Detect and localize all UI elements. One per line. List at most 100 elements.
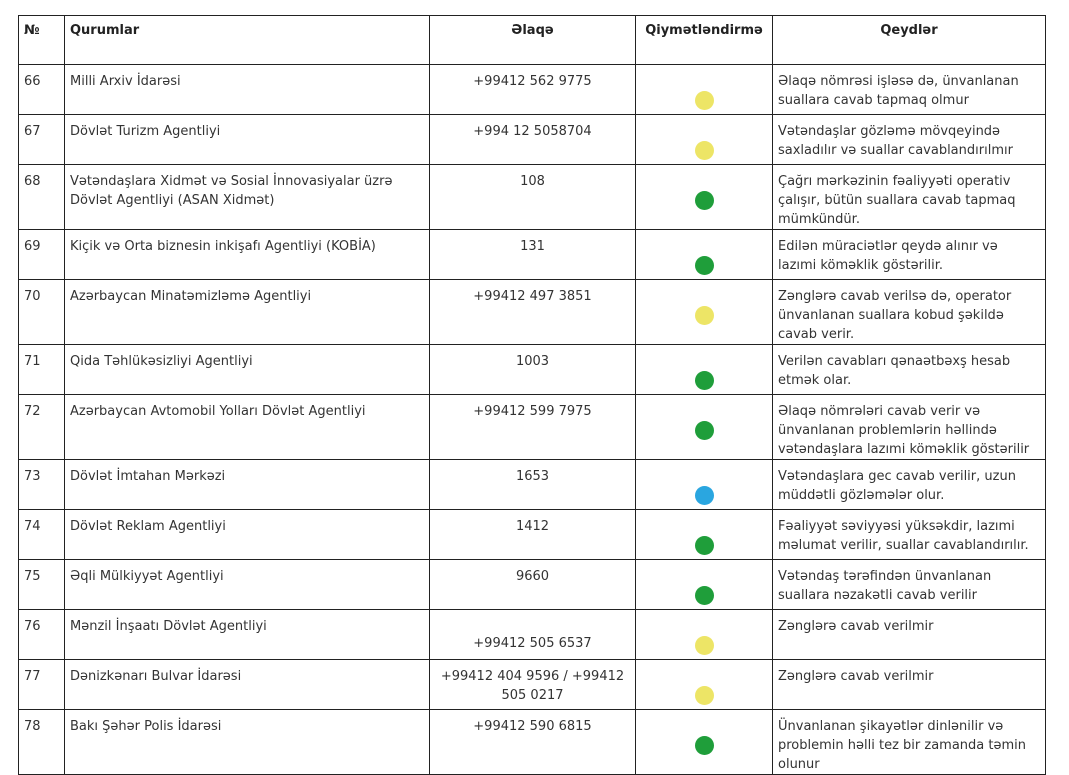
contact-number: +99412 497 3851	[473, 289, 592, 304]
rating-cell	[635, 164, 773, 230]
contact-number: 131	[520, 239, 545, 254]
table-row: 74 Dövlət Reklam Agentliyi 1412 Fəaliyyət s…	[18, 509, 1046, 560]
contact-cell: 1412	[429, 509, 636, 560]
row-number: 77	[18, 659, 65, 710]
note-text: Əlaqə nömrəsi işləsə də, ünvanlanan sual…	[772, 64, 1046, 115]
rating-cell	[635, 229, 773, 280]
organization-name: Mənzil İnşaatı Dövlət Agentliyi	[64, 609, 430, 660]
contact-number: +994 12 5058704	[473, 124, 592, 139]
row-number: 74	[18, 509, 65, 560]
note-text: Zənglərə cavab verilmir	[772, 659, 1046, 710]
rating-cell	[635, 279, 773, 345]
note-text: Əlaqə nömrələri cavab verir və ünvanlana…	[772, 394, 1046, 460]
rating-cell	[635, 609, 773, 660]
row-number: 68	[18, 164, 65, 230]
contact-number: +99412 404 9596 / +99412 505 0217	[440, 669, 625, 703]
row-number: 75	[18, 559, 65, 610]
rating-yellow-dot-icon	[695, 686, 714, 705]
contact-cell: +99412 497 3851	[429, 279, 636, 345]
table-row: 70 Azərbaycan Minatəmizləmə Agentliyi +994…	[18, 279, 1046, 345]
organization-name: Milli Arxiv İdarəsi	[64, 64, 430, 115]
row-number: 70	[18, 279, 65, 345]
contact-number: 1412	[515, 519, 550, 534]
header-org: Qurumlar	[64, 15, 430, 65]
contact-cell: 1653	[429, 459, 636, 510]
row-number: 71	[18, 344, 65, 395]
table-row: 72 Azərbaycan Avtomobil Yolları Dövlət Ag…	[18, 394, 1046, 460]
row-number: 72	[18, 394, 65, 460]
header-rating: Qiymətləndirmə	[635, 15, 773, 65]
contact-number: 9660	[515, 569, 550, 584]
note-text: Çağrı mərkəzinin fəaliyyəti operativ çal…	[772, 164, 1046, 230]
organization-name: Əqli Mülkiyyət Agentliyi	[64, 559, 430, 610]
contact-cell: +99412 599 7975	[429, 394, 636, 460]
note-text: Vətəndaş tərəfindən ünvanlanan suallara …	[772, 559, 1046, 610]
rating-cell	[635, 459, 773, 510]
contact-number: +99412 562 9775	[473, 74, 592, 89]
table-row: 69 Kiçik və Orta biznesin inkişafı Agentl…	[18, 229, 1046, 280]
organization-name: Vətəndaşlara Xidmət və Sosial İnnovasiya…	[64, 164, 430, 230]
contact-number: +99412 505 6537	[473, 636, 592, 651]
rating-cell	[635, 709, 773, 775]
organization-name: Dənizkənarı Bulvar İdarəsi	[64, 659, 430, 710]
rating-cell	[635, 64, 773, 115]
contact-number: 108	[520, 174, 545, 189]
header-contact: Əlaqə	[429, 15, 636, 65]
rating-green-dot-icon	[695, 256, 714, 275]
rating-green-dot-icon	[695, 371, 714, 390]
organization-name: Azərbaycan Avtomobil Yolları Dövlət Agen…	[64, 394, 430, 460]
contact-cell: 131	[429, 229, 636, 280]
contact-number: +99412 599 7975	[473, 404, 592, 419]
contact-cell: 1003	[429, 344, 636, 395]
contact-cell: +99412 562 9775	[429, 64, 636, 115]
organization-name: Bakı Şəhər Polis İdarəsi	[64, 709, 430, 775]
contact-number: 1003	[515, 354, 550, 369]
row-number: 69	[18, 229, 65, 280]
header-num: №	[18, 15, 65, 65]
contact-cell: 9660	[429, 559, 636, 610]
contact-cell: 108	[429, 164, 636, 230]
rating-green-dot-icon	[695, 421, 714, 440]
row-number: 66	[18, 64, 65, 115]
table-row: 78 Bakı Şəhər Polis İdarəsi +99412 590 681…	[18, 709, 1046, 775]
organization-name: Dövlət Turizm Agentliyi	[64, 114, 430, 165]
rating-yellow-dot-icon	[695, 636, 714, 655]
table-row: 77 Dənizkənarı Bulvar İdarəsi +99412 404 9…	[18, 659, 1046, 710]
organization-name: Kiçik və Orta biznesin inkişafı Agentliy…	[64, 229, 430, 280]
contact-number: +99412 590 6815	[473, 719, 592, 734]
row-number: 76	[18, 609, 65, 660]
rating-blue-dot-icon	[695, 486, 714, 505]
rating-green-dot-icon	[695, 736, 714, 755]
rating-yellow-dot-icon	[695, 91, 714, 110]
table-row: 68 Vətəndaşlara Xidmət və Sosial İnnovasi…	[18, 164, 1046, 230]
rating-yellow-dot-icon	[695, 141, 714, 160]
organization-name: Azərbaycan Minatəmizləmə Agentliyi	[64, 279, 430, 345]
contact-cell: +994 12 5058704	[429, 114, 636, 165]
organization-name: Qida Təhlükəsizliyi Agentliyi	[64, 344, 430, 395]
rating-yellow-dot-icon	[695, 306, 714, 325]
contact-cell: +99412 505 6537	[429, 609, 636, 660]
rating-cell	[635, 344, 773, 395]
note-text: Edilən müraciətlər qeydə alınır və lazım…	[772, 229, 1046, 280]
rating-cell	[635, 114, 773, 165]
note-text: Zənglərə cavab verilmir	[772, 609, 1046, 660]
contact-cell: +99412 590 6815	[429, 709, 636, 775]
contact-number: 1653	[515, 469, 550, 484]
row-number: 67	[18, 114, 65, 165]
header-notes: Qeydlər	[772, 15, 1046, 65]
organization-name: Dövlət Reklam Agentliyi	[64, 509, 430, 560]
table-row: 66 Milli Arxiv İdarəsi +99412 562 9775 Əlaq…	[18, 64, 1046, 115]
rating-cell	[635, 509, 773, 560]
table-row: 75 Əqli Mülkiyyət Agentliyi 9660 Vətəndaş t…	[18, 559, 1046, 610]
table-row: 67 Dövlət Turizm Agentliyi +994 12 5058704…	[18, 114, 1046, 165]
rating-green-dot-icon	[695, 191, 714, 210]
agencies-table: № Qurumlar Əlaqə Qiymətləndirmə Qeydlər …	[18, 15, 1046, 775]
table-row: 71 Qida Təhlükəsizliyi Agentliyi 1003 Veril…	[18, 344, 1046, 395]
note-text: Fəaliyyət səviyyəsi yüksəkdir, lazımi mə…	[772, 509, 1046, 560]
note-text: Vətəndaşlara gec cavab verilir, uzun müd…	[772, 459, 1046, 510]
note-text: Vətəndaşlar gözləmə mövqeyində saxladılı…	[772, 114, 1046, 165]
rating-green-dot-icon	[695, 586, 714, 605]
rating-green-dot-icon	[695, 536, 714, 555]
rating-cell	[635, 659, 773, 710]
header-row: № Qurumlar Əlaqə Qiymətləndirmə Qeydlər	[18, 15, 1046, 65]
